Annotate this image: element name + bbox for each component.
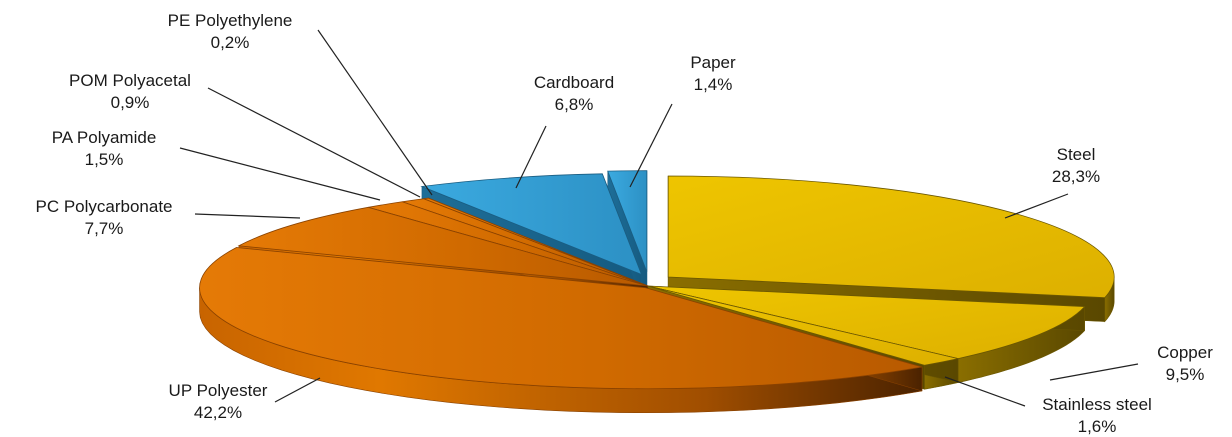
leader-line-steel xyxy=(1004,193,1069,219)
slice-value-cardboard: 6,8% xyxy=(555,95,594,114)
slice-top-steel xyxy=(667,175,1115,299)
slice-name-pc-polycarbonate: PC Polycarbonate xyxy=(35,197,172,216)
slice-value-up-polyester: 42,2% xyxy=(194,403,242,422)
slice-value-pom-polyacetal: 0,9% xyxy=(111,93,150,112)
slice-name-cardboard: Cardboard xyxy=(534,73,614,92)
slice-top-stainless-steel xyxy=(647,285,959,366)
slice-name-steel: Steel xyxy=(1057,145,1096,164)
slice-value-copper: 9,5% xyxy=(1166,365,1205,384)
leader-line-pa-polyamide xyxy=(179,147,381,201)
slice-top-paper xyxy=(607,170,648,272)
leader-line-pe-polyethylene xyxy=(317,29,433,196)
leader-line-cardboard xyxy=(515,125,547,189)
leader-line-pom-polyacetal xyxy=(207,87,421,198)
slice-top-copper xyxy=(647,285,1086,359)
slice-value-pe-polyethylene: 0,2% xyxy=(211,33,250,52)
slice-up-polyester xyxy=(199,247,923,414)
slice-name-paper: Paper xyxy=(690,53,736,72)
slice-name-pe-polyethylene: PE Polyethylene xyxy=(168,11,293,30)
slice-top-up-polyester xyxy=(199,247,923,390)
leader-line-up-polyester xyxy=(274,377,321,403)
slice-name-copper: Copper xyxy=(1157,343,1213,362)
leader-line-stainless-steel xyxy=(944,376,1026,407)
slice-name-pa-polyamide: PA Polyamide xyxy=(52,128,157,147)
slice-top-pc-polycarbonate xyxy=(237,206,649,287)
slice-top-cardboard xyxy=(420,173,643,276)
slice-value-paper: 1,4% xyxy=(694,75,733,94)
slice-value-stainless-steel: 1,6% xyxy=(1078,417,1117,436)
slice-value-pa-polyamide: 1,5% xyxy=(85,150,124,169)
leader-line-pc-polycarbonate xyxy=(194,213,301,219)
slice-value-pc-polycarbonate: 7,7% xyxy=(85,219,124,238)
slice-value-steel: 28,3% xyxy=(1052,167,1100,186)
slice-name-up-polyester: UP Polyester xyxy=(169,381,268,400)
leader-line-copper xyxy=(1049,363,1139,381)
slice-name-pom-polyacetal: POM Polyacetal xyxy=(69,71,191,90)
slice-name-stainless-steel: Stainless steel xyxy=(1042,395,1152,414)
leader-line-paper xyxy=(629,103,673,188)
